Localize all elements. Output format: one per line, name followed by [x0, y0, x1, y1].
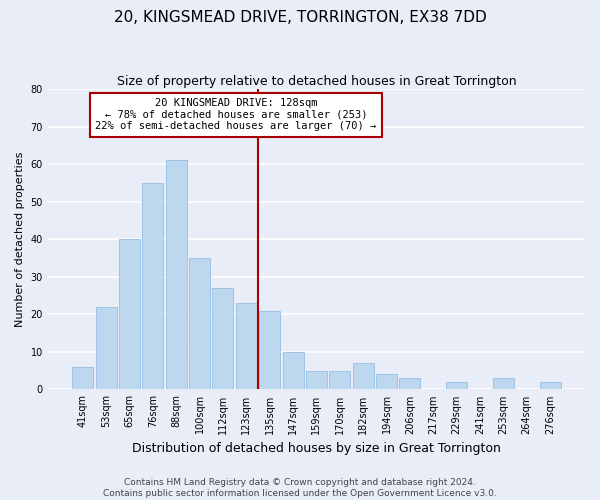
Text: 20 KINGSMEAD DRIVE: 128sqm
← 78% of detached houses are smaller (253)
22% of sem: 20 KINGSMEAD DRIVE: 128sqm ← 78% of deta…: [95, 98, 376, 132]
Title: Size of property relative to detached houses in Great Torrington: Size of property relative to detached ho…: [116, 75, 516, 88]
Bar: [446, 382, 467, 390]
Y-axis label: Number of detached properties: Number of detached properties: [15, 152, 25, 327]
Bar: [142, 183, 163, 390]
Bar: [493, 378, 514, 390]
Bar: [119, 240, 140, 390]
Bar: [72, 367, 93, 390]
Bar: [353, 363, 374, 390]
Bar: [283, 352, 304, 390]
Bar: [329, 370, 350, 390]
Bar: [236, 303, 257, 390]
Text: Contains HM Land Registry data © Crown copyright and database right 2024.
Contai: Contains HM Land Registry data © Crown c…: [103, 478, 497, 498]
Text: 20, KINGSMEAD DRIVE, TORRINGTON, EX38 7DD: 20, KINGSMEAD DRIVE, TORRINGTON, EX38 7D…: [113, 10, 487, 25]
Bar: [189, 258, 210, 390]
Bar: [259, 310, 280, 390]
Bar: [306, 370, 327, 390]
Bar: [212, 288, 233, 390]
Bar: [400, 378, 421, 390]
Bar: [376, 374, 397, 390]
Bar: [166, 160, 187, 390]
Bar: [539, 382, 560, 390]
Bar: [95, 307, 116, 390]
X-axis label: Distribution of detached houses by size in Great Torrington: Distribution of detached houses by size …: [132, 442, 501, 455]
